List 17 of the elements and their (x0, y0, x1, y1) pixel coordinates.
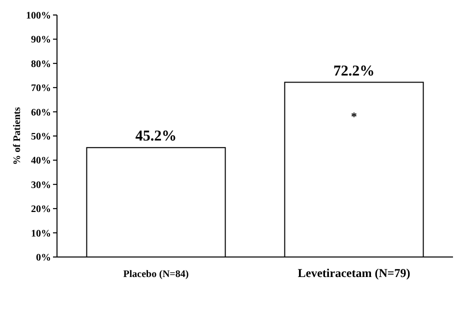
y-axis-title: % of Patients (12, 107, 23, 165)
annotation: * (351, 109, 357, 124)
y-tick-label: 100% (26, 10, 51, 22)
data-label: 45.2% (135, 128, 177, 145)
y-tick-label: 90% (31, 34, 51, 46)
y-tick-label: 40% (31, 156, 51, 167)
y-tick-label: 70% (31, 83, 51, 94)
x-tick-label: Placebo (N=84) (123, 269, 189, 280)
y-tick-label: 20% (31, 204, 51, 216)
y-tick-label: 10% (31, 228, 51, 240)
y-tick-label: 80% (31, 58, 51, 70)
y-tick-label: 30% (31, 180, 51, 191)
y-tick-label: 0% (36, 252, 51, 264)
x-tick-label: Levetiracetam (N=79) (298, 266, 410, 280)
y-tick-label: 50% (31, 132, 51, 142)
y-tick-label: 60% (31, 107, 51, 118)
data-label: 72.2% (333, 63, 375, 80)
